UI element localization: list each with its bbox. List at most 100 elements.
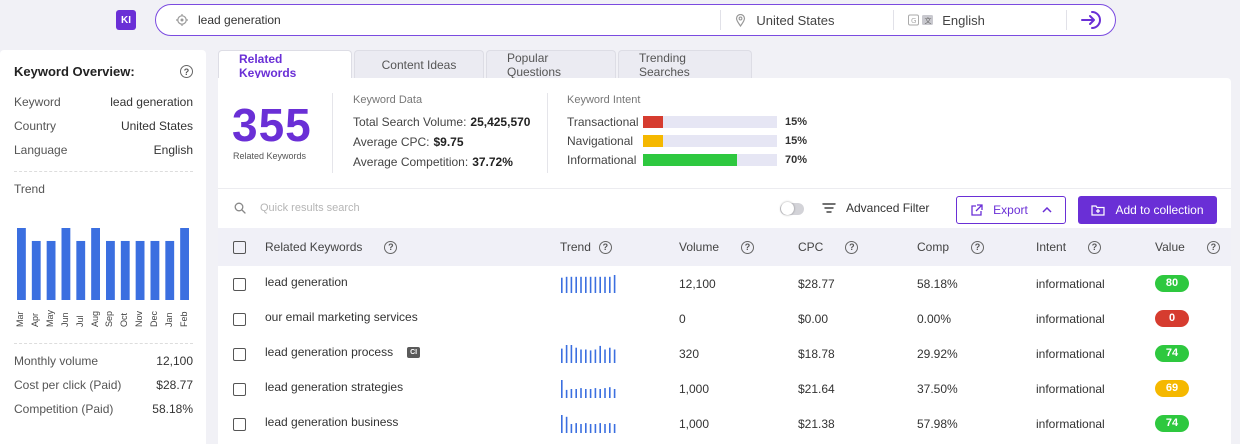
total-search-volume-label: Total Search Volume:: [353, 115, 467, 129]
country-select[interactable]: United States: [721, 5, 893, 35]
keyword-cell[interactable]: our email marketing services: [265, 309, 418, 324]
help-icon[interactable]: ?: [741, 240, 755, 254]
help-icon[interactable]: ?: [384, 240, 398, 254]
svg-text:G: G: [911, 17, 916, 25]
row-trend-bar: [580, 276, 582, 293]
trend-bar: [61, 228, 71, 300]
total-search-volume-value: 25,425,570: [470, 115, 531, 129]
metric-label: Competition (Paid): [14, 402, 114, 416]
average-competition-label: Average Competition:: [353, 155, 469, 169]
advanced-filter-button[interactable]: Advanced Filter: [822, 201, 929, 215]
help-icon[interactable]: ?: [1206, 240, 1220, 254]
table-row[interactable]: lead generation business 1,000 $21.38 57.98…: [218, 406, 1231, 441]
overview-row-value: United States: [120, 119, 193, 133]
tab-popular-questions[interactable]: Popular Questions: [486, 50, 616, 79]
header-comp[interactable]: Comp: [917, 240, 950, 254]
login-arrow-icon: [1081, 11, 1101, 29]
header-keyword[interactable]: Related Keywords: [265, 240, 363, 254]
keyword-cell[interactable]: lead generation: [265, 274, 348, 289]
row-checkbox[interactable]: [233, 347, 246, 361]
tab-content-ideas[interactable]: Content Ideas: [354, 50, 484, 78]
tab-related-keywords[interactable]: Related Keywords: [218, 50, 352, 80]
keyword-segment: [156, 5, 720, 35]
help-icon[interactable]: ?: [180, 65, 193, 78]
row-trend-bar: [599, 276, 601, 293]
trend-bar: [135, 240, 145, 300]
trend-month-label: Mar: [15, 311, 26, 328]
help-icon[interactable]: ?: [971, 240, 985, 254]
volume-cell: 12,100: [679, 276, 716, 291]
quick-search-input[interactable]: [260, 202, 560, 214]
row-trend-bar: [561, 379, 563, 398]
help-icon[interactable]: ?: [598, 240, 612, 254]
country-value: United States: [756, 12, 835, 28]
tab-trending-searches[interactable]: Trending Searches: [618, 50, 752, 79]
row-checkbox[interactable]: [233, 382, 246, 396]
header-trend[interactable]: Trend: [560, 240, 591, 254]
header-cpc[interactable]: CPC: [798, 240, 824, 254]
row-trend-bar: [609, 347, 611, 363]
divider: [547, 93, 548, 173]
table-row[interactable]: lead generation 12,100 $28.77 58.18% informa…: [218, 266, 1231, 301]
row-trend-bar: [575, 347, 577, 363]
intent-bar-fill: [643, 116, 664, 128]
row-trend-bar: [613, 274, 616, 293]
export-label: Export: [993, 203, 1028, 217]
keyword-cell[interactable]: lead generation process: [265, 344, 394, 359]
search-submit-button[interactable]: [1067, 5, 1115, 35]
volume-cell: 0: [679, 311, 686, 326]
svg-text:文: 文: [925, 16, 932, 25]
row-trend-bar: [585, 388, 587, 398]
overview-row-label: Language: [14, 143, 68, 157]
divider: [14, 343, 193, 344]
row-trend-chart: [560, 309, 620, 329]
trend-month-label: Dec: [148, 310, 159, 327]
row-trend-bar: [580, 423, 582, 433]
header-volume[interactable]: Volume: [679, 240, 720, 254]
volume-cell: 1,000: [679, 381, 710, 396]
main-panel: 355 Related Keywords Keyword Data Total …: [218, 78, 1231, 444]
table-row[interactable]: our email marketing services 0 $0.00 0.00% i…: [218, 301, 1231, 336]
intent-bar: [643, 135, 777, 147]
row-checkbox[interactable]: [233, 312, 246, 326]
filter-toggle[interactable]: [780, 202, 804, 215]
add-to-collection-button[interactable]: Add to collection: [1078, 196, 1217, 224]
app-logo[interactable]: KI: [116, 10, 136, 30]
header-intent[interactable]: Intent: [1036, 240, 1067, 254]
keyword-input[interactable]: [198, 13, 698, 27]
table-row[interactable]: lead generation strategies 1,000 $21.64 37.…: [218, 371, 1231, 406]
help-icon[interactable]: ?: [1088, 240, 1102, 254]
row-trend-bar: [561, 277, 563, 293]
row-trend-bar: [594, 349, 597, 363]
row-trend-bar: [613, 388, 616, 398]
row-trend-bar: [613, 423, 616, 433]
value-badge: 80: [1155, 275, 1189, 292]
export-button[interactable]: Export: [956, 196, 1066, 224]
trend-bar: [180, 228, 189, 300]
keyword-overview-panel: Keyword Overview: ? Keyword lead generati…: [0, 50, 206, 444]
help-icon[interactable]: ?: [845, 240, 859, 254]
intent-cell: informational: [1036, 311, 1105, 326]
header-value[interactable]: Value: [1155, 240, 1185, 254]
row-trend-bar: [613, 349, 616, 363]
trend-month-label: Jun: [59, 312, 70, 327]
row-trend-bar: [580, 387, 582, 398]
trend-months: Mar Apr May Jun Jul Aug Sep Oct Nov Dec Jan Feb: [14, 303, 192, 329]
intent-cell: informational: [1036, 381, 1105, 396]
keyword-cell[interactable]: lead generation strategies: [265, 379, 404, 394]
trend-month-label: Aug: [89, 310, 100, 327]
trend-bar: [46, 240, 56, 300]
metric-label: Monthly volume: [14, 354, 99, 368]
table-row[interactable]: lead generation process CI 320 $18.78 29.92%…: [218, 336, 1231, 371]
trend-label: Trend: [14, 182, 45, 196]
row-trend-bar: [575, 276, 577, 293]
cpc-cell: $18.78: [798, 346, 835, 361]
keyword-cell[interactable]: lead generation business: [265, 414, 399, 429]
select-all-checkbox[interactable]: [233, 241, 246, 255]
average-cpc: Average CPC: $9.75: [353, 135, 530, 149]
intent-percent: 70%: [785, 154, 808, 166]
row-checkbox[interactable]: [233, 417, 246, 431]
intent-bar: [643, 154, 777, 166]
row-checkbox[interactable]: [233, 277, 246, 291]
